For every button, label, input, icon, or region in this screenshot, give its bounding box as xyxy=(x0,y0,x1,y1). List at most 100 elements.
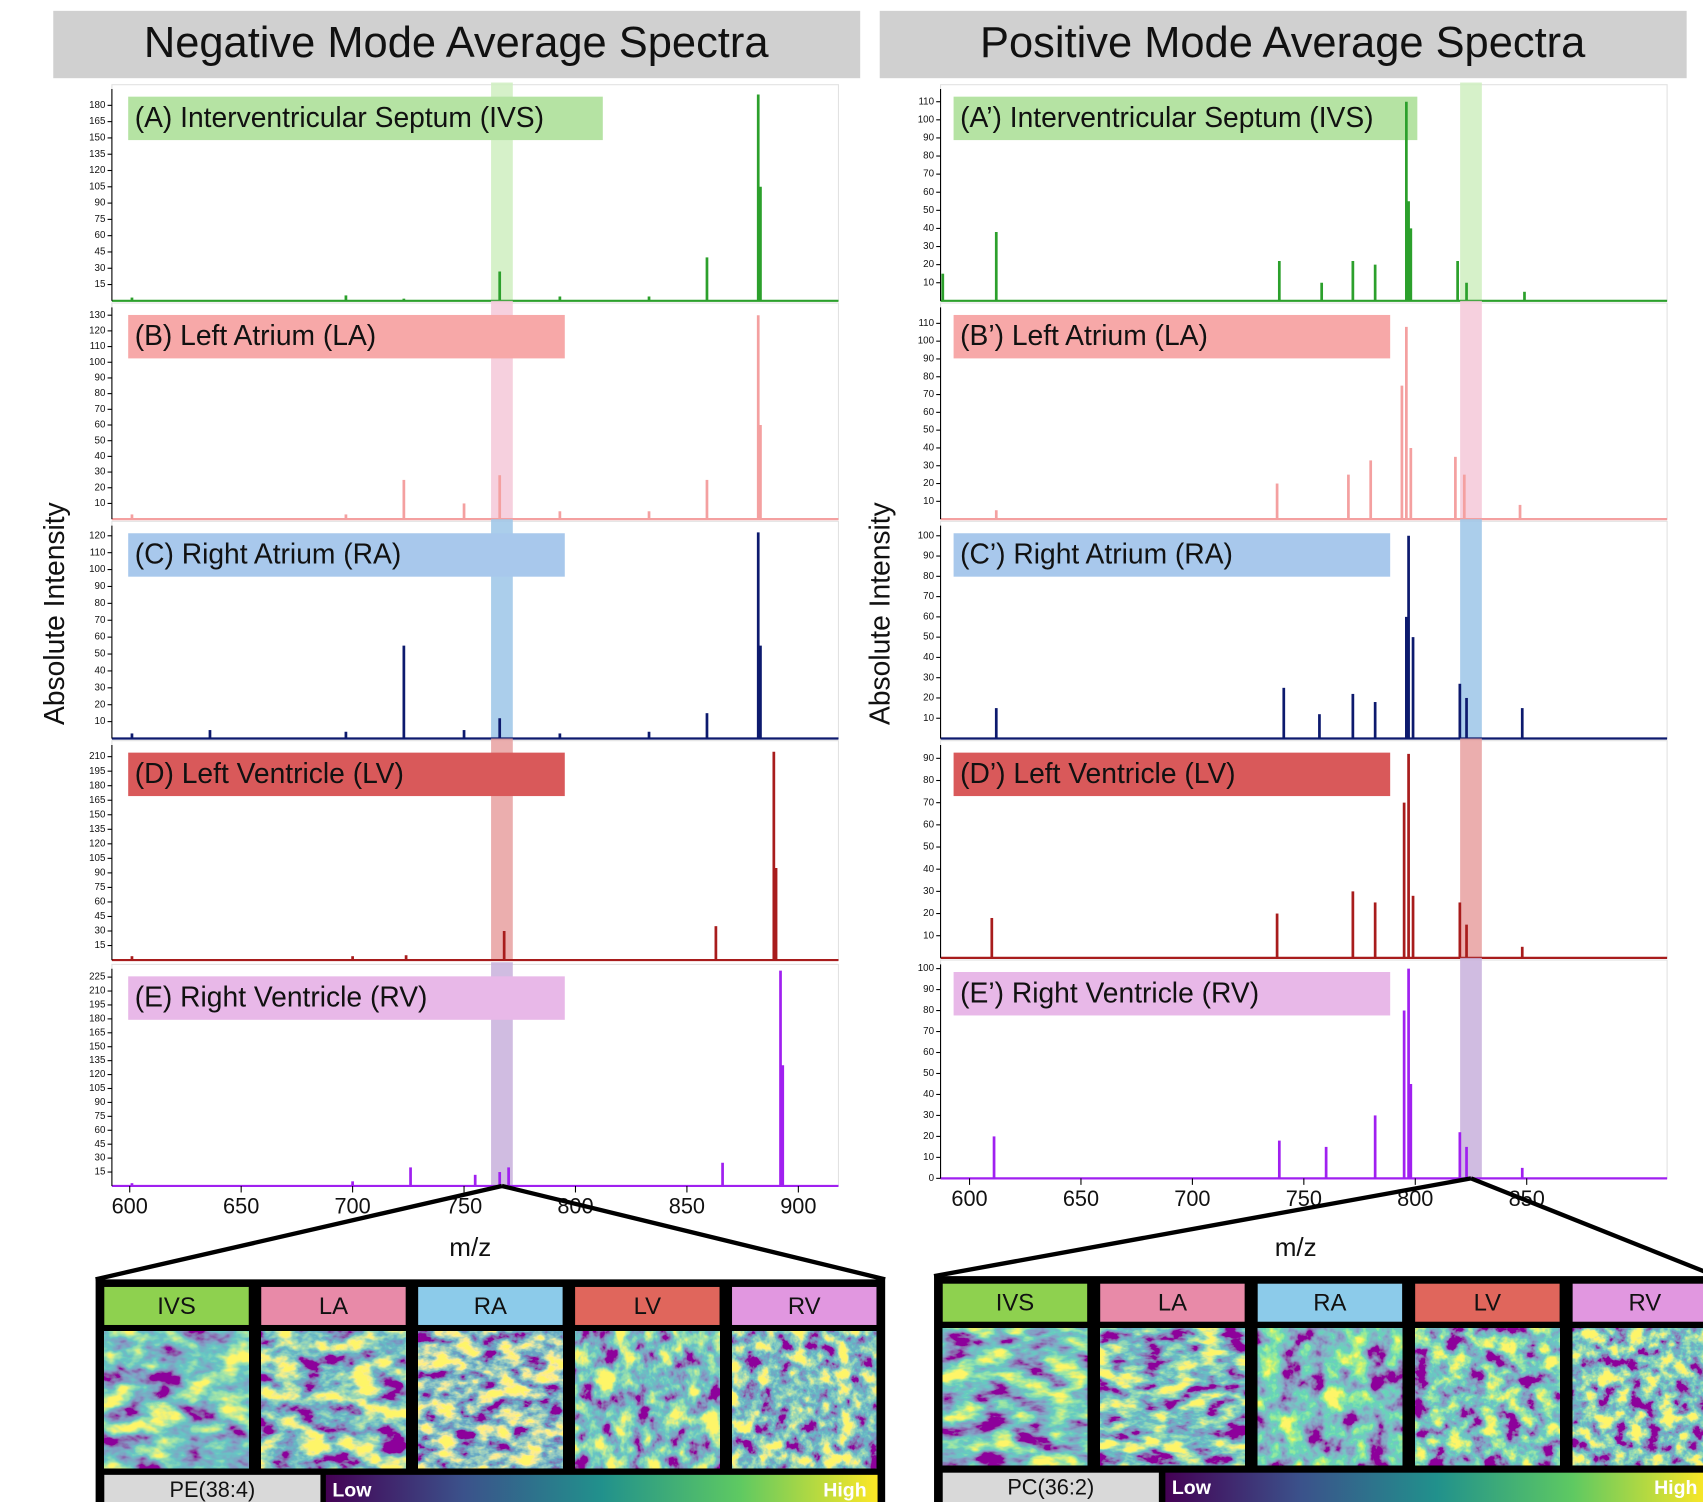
y-tick-label: 60 xyxy=(923,1047,934,1058)
y-tick-label: 120 xyxy=(89,530,106,541)
y-tick-label: 100 xyxy=(89,564,106,575)
y-tick-label: 70 xyxy=(95,615,106,626)
y-tick-label: 105 xyxy=(89,181,106,192)
column-header xyxy=(53,10,861,79)
tissue-tab xyxy=(575,1286,720,1325)
y-tick-label: 40 xyxy=(923,652,934,663)
y-tick-label: 50 xyxy=(95,649,106,660)
y-tick-label: 75 xyxy=(95,882,106,893)
y-tick-label: 40 xyxy=(923,864,934,875)
y-tick-label: 10 xyxy=(923,713,934,724)
y-tick-label: 105 xyxy=(89,1083,106,1094)
y-tick-label: 10 xyxy=(923,930,934,941)
panel-label: (C) Right Atrium (RA) xyxy=(135,538,402,570)
ion-image xyxy=(575,1331,720,1469)
y-tick-label: 180 xyxy=(89,1013,106,1024)
y-tick-label: 30 xyxy=(95,1153,106,1164)
y-tick-label: 20 xyxy=(923,908,934,919)
highlight-band xyxy=(1460,300,1482,520)
tissue-tab xyxy=(1257,1283,1403,1322)
y-tick-label: 90 xyxy=(95,373,106,384)
y-tick-label: 180 xyxy=(89,780,106,791)
y-tick-label: 50 xyxy=(923,632,934,643)
y-tick-label: 20 xyxy=(923,1131,934,1142)
y-tick-label: 10 xyxy=(95,498,106,509)
y-tick-label: 20 xyxy=(923,693,934,704)
colorbar xyxy=(1165,1472,1703,1502)
y-tick-label: 15 xyxy=(95,1167,106,1178)
y-tick-label: 135 xyxy=(89,824,106,835)
panel-label-box xyxy=(128,752,565,797)
tissue-name: RV xyxy=(788,1293,821,1320)
compound-label: PE(38:4) xyxy=(170,1477,256,1502)
y-tick-label: 30 xyxy=(95,467,106,478)
y-tick-label: 80 xyxy=(923,371,934,382)
y-tick-label: 70 xyxy=(923,797,934,808)
y-tick-label: 60 xyxy=(95,1125,106,1136)
y-tick-label: 70 xyxy=(923,591,934,602)
y-tick-label: 10 xyxy=(95,716,106,727)
panel-label: (D’) Left Ventricle (LV) xyxy=(960,757,1235,789)
compound-box xyxy=(942,1472,1159,1502)
y-tick-label: 90 xyxy=(95,198,106,209)
panel-label: (E’) Right Ventricle (RV) xyxy=(960,976,1259,1008)
y-tick-label: 165 xyxy=(89,1027,106,1038)
panel-label: (C’) Right Atrium (RA) xyxy=(960,538,1233,570)
panel-label-box xyxy=(128,314,565,359)
y-tick-label: 75 xyxy=(95,214,106,225)
panel-label: (B’) Left Atrium (LA) xyxy=(960,319,1208,351)
x-tick-label: 900 xyxy=(780,1193,816,1218)
y-tick-label: 165 xyxy=(89,795,106,806)
x-axis-label: m/z xyxy=(449,1232,491,1262)
y-tick-label: 70 xyxy=(923,389,934,400)
tissue-name: RV xyxy=(1628,1290,1661,1317)
colorbar xyxy=(325,1474,878,1502)
y-tick-label: 120 xyxy=(89,1069,106,1080)
panel-label-box xyxy=(128,976,565,1020)
y-tick-label: 40 xyxy=(923,223,934,234)
zoom-line xyxy=(501,1183,886,1282)
y-tick-label: 90 xyxy=(923,133,934,144)
tissue-tab xyxy=(1100,1283,1245,1322)
y-tick-label: 225 xyxy=(89,972,106,983)
y-tick-label: 30 xyxy=(923,672,934,683)
y-tick-label: 90 xyxy=(95,581,106,592)
colorbar-low: Low xyxy=(1172,1477,1212,1499)
y-tick-label: 50 xyxy=(923,1068,934,1079)
y-tick-label: 60 xyxy=(923,819,934,830)
y-tick-label: 50 xyxy=(923,425,934,436)
ion-image xyxy=(1415,1328,1560,1466)
y-tick-label: 120 xyxy=(89,165,106,176)
y-tick-label: 100 xyxy=(918,114,935,125)
y-tick-label: 60 xyxy=(95,420,106,431)
highlight-band xyxy=(1460,82,1482,301)
zoom-line xyxy=(95,1183,503,1282)
y-axis-label: Absolute Intensity xyxy=(38,501,70,725)
tissue-tab xyxy=(942,1283,1088,1322)
y-tick-label: 80 xyxy=(923,151,934,162)
y-tick-label: 100 xyxy=(918,336,935,347)
y-tick-label: 100 xyxy=(918,530,935,541)
y-tick-label: 80 xyxy=(923,571,934,582)
y-tick-label: 90 xyxy=(923,551,934,562)
y-tick-label: 15 xyxy=(95,279,106,290)
y-tick-label: 40 xyxy=(923,443,934,454)
x-tick-label: 650 xyxy=(223,1193,259,1218)
y-tick-label: 120 xyxy=(89,325,106,336)
y-tick-label: 20 xyxy=(923,478,934,489)
y-tick-label: 10 xyxy=(923,496,934,507)
y-tick-label: 50 xyxy=(95,435,106,446)
y-tick-label: 80 xyxy=(95,388,106,399)
panel-label: (E) Right Ventricle (RV) xyxy=(135,981,428,1013)
y-tick-label: 20 xyxy=(95,699,106,710)
y-tick-label: 150 xyxy=(89,809,106,820)
panel-label: (A’) Interventricular Septum (IVS) xyxy=(960,101,1373,133)
y-tick-label: 10 xyxy=(923,277,934,288)
y-tick-label: 70 xyxy=(923,169,934,180)
tissue-name: LV xyxy=(634,1293,662,1320)
highlight-band xyxy=(1460,957,1482,1179)
compound-label: PC(36:2) xyxy=(1007,1475,1094,1500)
y-tick-label: 45 xyxy=(95,247,106,258)
y-tick-label: 135 xyxy=(89,149,106,160)
